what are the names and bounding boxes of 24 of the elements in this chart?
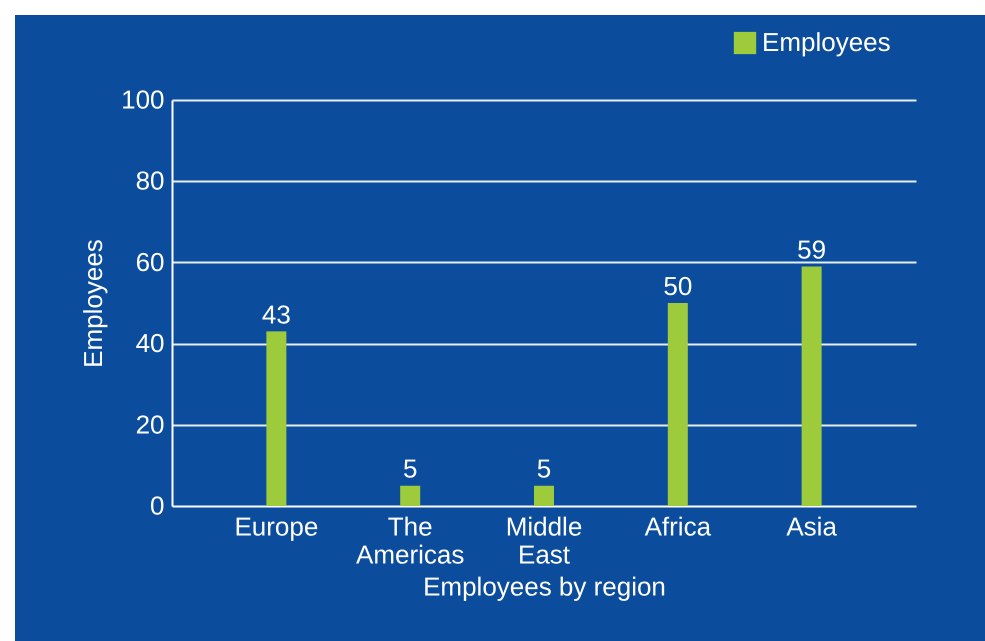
data-label: 59 bbox=[797, 234, 826, 264]
bar bbox=[266, 331, 286, 506]
data-label: 5 bbox=[536, 454, 552, 484]
bar bbox=[534, 486, 554, 506]
x-tick-label: Africa bbox=[644, 512, 712, 542]
bar bbox=[400, 486, 420, 506]
x-axis-title: Employees by region bbox=[423, 572, 666, 602]
x-tick-label: The Americas bbox=[356, 512, 464, 570]
x-tick-label: Europe bbox=[234, 512, 318, 542]
data-label: 43 bbox=[262, 299, 291, 330]
y-axis-title: Employees bbox=[78, 239, 108, 368]
y-tick-label: 60 bbox=[136, 246, 164, 277]
y-tick-label: 100 bbox=[121, 84, 164, 114]
y-tick-label: 20 bbox=[136, 409, 164, 440]
y-tick-label: 80 bbox=[136, 166, 164, 196]
data-label: 50 bbox=[663, 271, 692, 301]
data-label: 5 bbox=[402, 454, 418, 484]
bar bbox=[668, 303, 688, 506]
bar bbox=[802, 266, 822, 506]
y-tick-label: 0 bbox=[150, 490, 164, 520]
y-tick-label: 40 bbox=[136, 328, 164, 358]
x-tick-label: Middle East bbox=[506, 512, 582, 570]
legend-label: Employees bbox=[762, 27, 891, 57]
x-tick-label: Asia bbox=[786, 512, 838, 542]
